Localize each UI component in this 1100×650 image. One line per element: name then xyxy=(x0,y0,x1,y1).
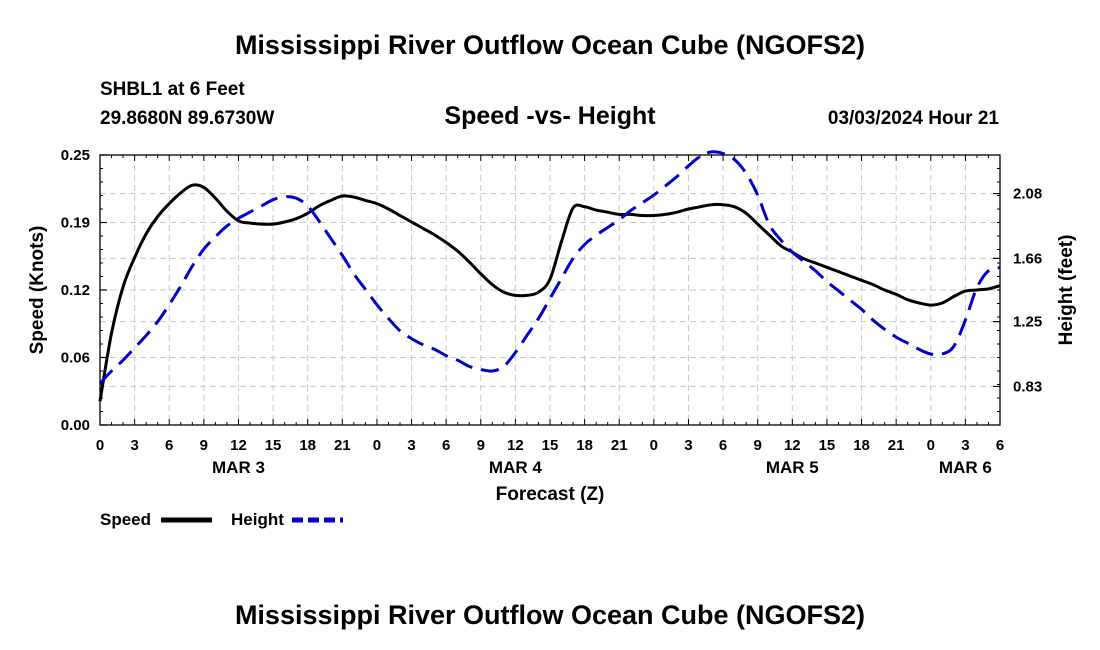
y-tick-label: 0.12 xyxy=(61,282,90,299)
x-tick-label: 15 xyxy=(265,437,282,454)
x-tick-label: 12 xyxy=(230,437,247,454)
x-axis: 0 3 6 9 12 15 18 21 0 3 6 9 12 15 18 21 0 3 6 9 12 15 18 21 0 3 6 xyxy=(96,155,1004,454)
x-tick-label: 3 xyxy=(130,437,138,454)
y-tick-label: 0.06 xyxy=(61,350,90,367)
legend-height-label: Height xyxy=(231,510,284,529)
y2-tick-label: 1.25 xyxy=(1013,314,1042,331)
x-tick-label: 6 xyxy=(165,437,173,454)
x-tick-label: 15 xyxy=(542,437,559,454)
x-tick-label: 6 xyxy=(996,437,1004,454)
x-tick-label: 9 xyxy=(754,437,762,454)
x-tick-label: 21 xyxy=(888,437,905,454)
series-lines xyxy=(98,150,1001,402)
series-line-height xyxy=(98,150,1001,385)
date-label: MAR 5 xyxy=(766,458,819,477)
y2-tick-label: 1.66 xyxy=(1013,250,1042,267)
y-axis-right: 0.83 1.25 1.66 2.08 xyxy=(993,154,1042,426)
date-label: MAR 6 xyxy=(939,458,992,477)
date-labels: MAR 3 MAR 4 MAR 5 MAR 6 xyxy=(212,458,992,477)
x-tick-label: 0 xyxy=(373,437,381,454)
x-tick-label: 6 xyxy=(719,437,727,454)
x-tick-label: 12 xyxy=(507,437,524,454)
x-tick-label: 3 xyxy=(961,437,969,454)
x-tick-label: 18 xyxy=(299,437,316,454)
x-tick-label: 0 xyxy=(927,437,935,454)
x-tick-label: 3 xyxy=(407,437,415,454)
chart-title: Mississippi River Outflow Ocean Cube (NG… xyxy=(235,30,865,60)
chart-subtitle: Speed -vs- Height xyxy=(444,102,656,130)
legend: Speed Height xyxy=(100,510,343,529)
x-tick-label: 3 xyxy=(684,437,692,454)
x-tick-label: 9 xyxy=(477,437,485,454)
y-tick-label: 0.00 xyxy=(61,417,90,434)
y-axis-left: 0.00 0.06 0.12 0.19 0.25 xyxy=(61,147,107,434)
y-tick-label: 0.25 xyxy=(61,147,90,164)
x-tick-label: 15 xyxy=(819,437,836,454)
x-tick-label: 12 xyxy=(784,437,801,454)
x-tick-label: 21 xyxy=(611,437,628,454)
grid-lines xyxy=(100,155,1000,425)
legend-speed-label: Speed xyxy=(100,510,151,529)
series-line-speed xyxy=(98,183,1001,402)
x-axis-label: Forecast (Z) xyxy=(496,484,605,505)
y2-tick-label: 0.83 xyxy=(1013,378,1042,395)
y2-axis-label: Height (feet) xyxy=(1056,235,1077,346)
station-label: SHBL1 at 6 Feet xyxy=(100,79,245,100)
x-tick-label: 18 xyxy=(576,437,593,454)
datetime-label: 03/03/2024 Hour 21 xyxy=(828,108,1000,129)
y2-tick-label: 2.08 xyxy=(1013,186,1042,203)
x-tick-label: 9 xyxy=(200,437,208,454)
x-tick-label: 0 xyxy=(96,437,104,454)
footer-title: Mississippi River Outflow Ocean Cube (NG… xyxy=(235,600,865,630)
y-axis-label: Speed (Knots) xyxy=(27,226,48,355)
x-tick-label: 18 xyxy=(853,437,870,454)
x-tick-label: 6 xyxy=(442,437,450,454)
date-label: MAR 3 xyxy=(212,458,265,477)
location-label: 29.8680N 89.6730W xyxy=(100,108,274,129)
date-label: MAR 4 xyxy=(489,458,542,477)
x-tick-label: 21 xyxy=(334,437,351,454)
x-tick-label: 0 xyxy=(650,437,658,454)
y-tick-label: 0.19 xyxy=(61,215,90,232)
